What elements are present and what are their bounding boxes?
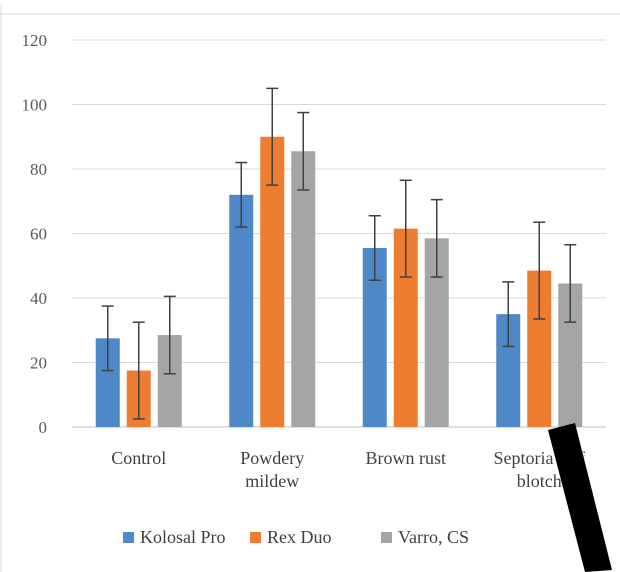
bar (291, 151, 316, 427)
y-tick-label: 100 (22, 96, 48, 115)
bars (95, 136, 583, 427)
y-tick-label: 60 (30, 225, 47, 244)
y-tick-label: 120 (22, 31, 48, 50)
legend: Kolosal Pro Rex Duo Varro, CS (123, 527, 469, 547)
error-bars (101, 87, 577, 420)
legend-label: Varro, CS (398, 527, 469, 547)
x-category-label: Brown rust (366, 448, 447, 468)
y-tick-label: 20 (30, 354, 47, 373)
y-tick-label: 0 (39, 418, 48, 437)
y-tick-label: 40 (30, 289, 47, 308)
x-category-label-line: Powdery (240, 448, 304, 468)
x-category-label-line: blotch (517, 471, 562, 491)
x-category-label: Control (111, 448, 166, 468)
brush-stroke-mark (548, 423, 612, 572)
legend-swatch (250, 532, 261, 543)
bar (229, 194, 254, 427)
legend-label: Rex Duo (267, 527, 332, 547)
y-axis: 0 20 40 60 80 100 120 (22, 31, 48, 437)
x-category-label-line: Control (111, 448, 166, 468)
legend-label: Kolosal Pro (140, 527, 226, 547)
x-category-label: Powdery mildew (240, 448, 304, 491)
legend-swatch (123, 532, 134, 543)
x-category-label-line: mildew (245, 471, 299, 491)
gridlines (72, 39, 606, 428)
legend-swatch (381, 532, 392, 543)
x-category-label-line: Brown rust (366, 448, 447, 468)
y-tick-label: 80 (30, 160, 47, 179)
